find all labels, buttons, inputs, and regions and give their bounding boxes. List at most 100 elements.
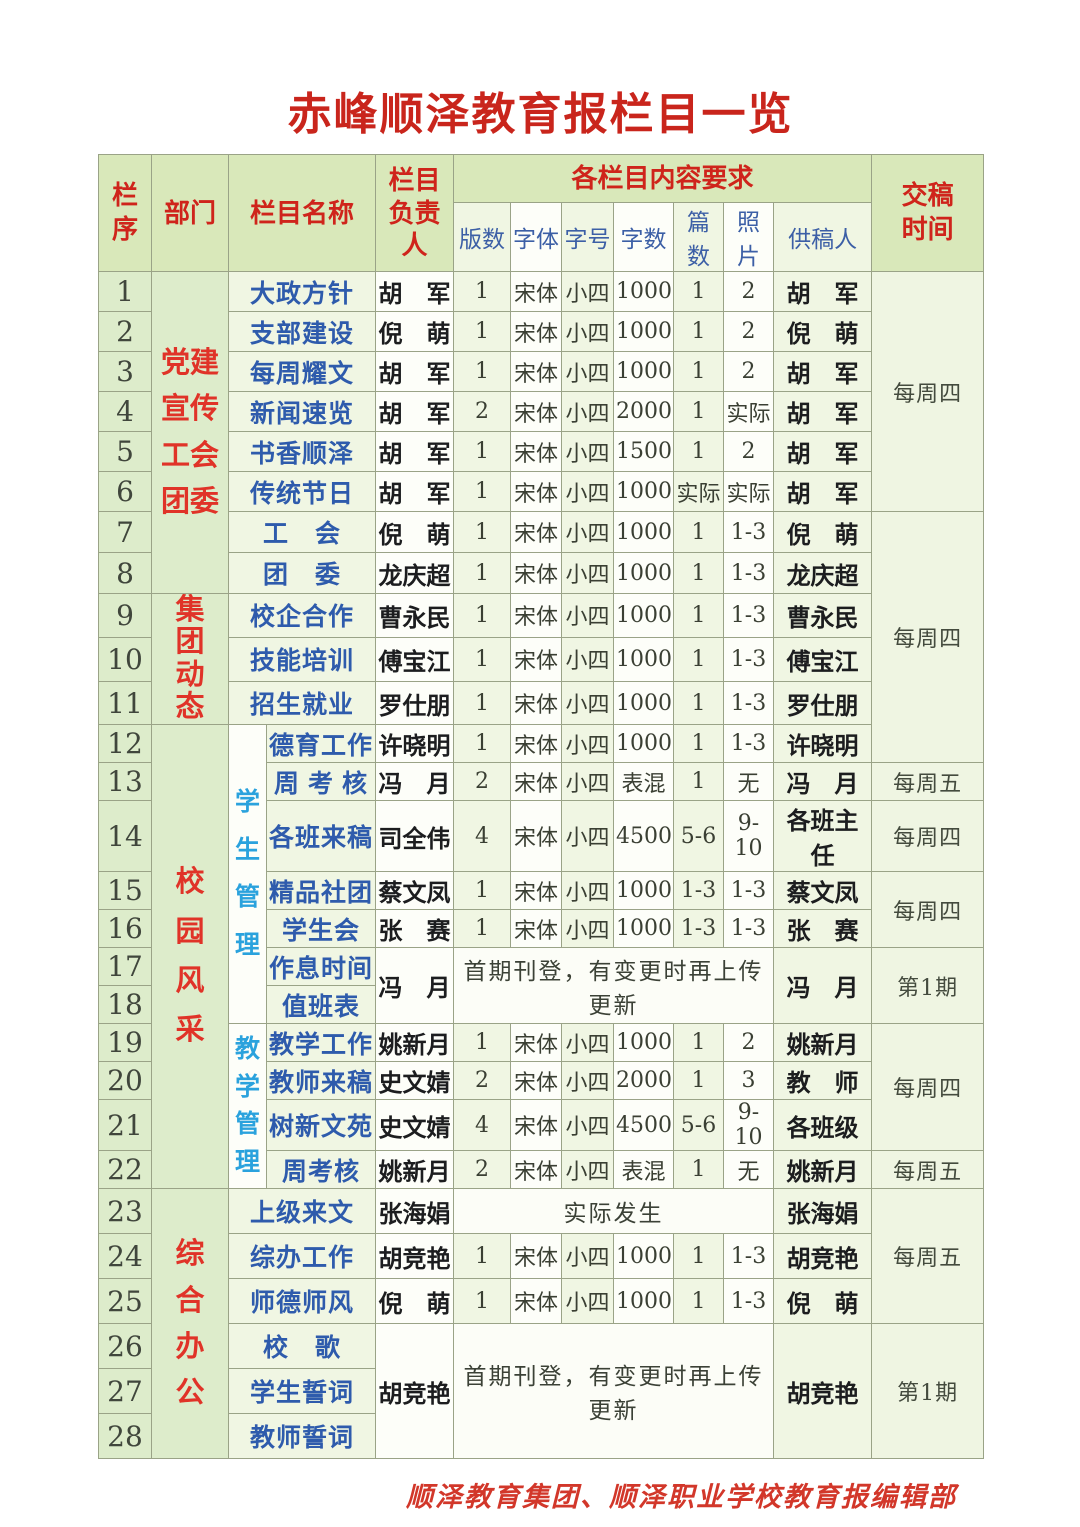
- supplier-cell: 冯 月: [773, 762, 873, 802]
- supplier-cell: 胡竞艳: [773, 1233, 873, 1280]
- subgroup-label: 教学管理: [234, 1035, 260, 1176]
- owner-cell: 司全伟: [375, 800, 455, 873]
- photos-cell: 1-3: [723, 909, 775, 949]
- row-number-cell: 17: [98, 947, 152, 987]
- photos-cell: 1-3: [723, 636, 775, 682]
- words-cell: 1000: [613, 636, 675, 682]
- size-cell: 小四: [561, 1150, 615, 1190]
- header-dept: 部门: [151, 154, 229, 272]
- owner-cell: 罗仕朋: [375, 680, 455, 726]
- row-number-cell: 11: [98, 680, 152, 726]
- photos-cell: 1-3: [723, 871, 775, 911]
- header-owner-line2: 负责人: [388, 197, 441, 261]
- header-row-1: 栏序 部门 栏目名称 栏目 负责人 各栏目内容要求 交稿时间: [98, 154, 985, 272]
- note-cell: 首期刊登，有变更时再上传更新: [453, 947, 775, 1025]
- column-name-cell: 各班来稿: [265, 800, 377, 873]
- pages-cell: 1: [453, 636, 512, 682]
- column-name-cell: 值班表: [265, 985, 377, 1025]
- owner-cell: 倪 萌: [375, 511, 455, 553]
- note-cell: 实际发生: [453, 1188, 775, 1235]
- column-name-cell: 树新文苑: [265, 1099, 377, 1152]
- pages-cell: 4: [453, 800, 512, 873]
- deadline-cell: 每周四: [871, 510, 985, 764]
- font-cell: 宋体: [510, 800, 563, 873]
- size-cell: 小四: [561, 680, 615, 726]
- size-cell: 小四: [561, 636, 615, 682]
- pages-cell: 1: [453, 431, 512, 472]
- size-cell: 小四: [561, 1023, 615, 1063]
- row-number-cell: 2: [98, 311, 152, 352]
- size-cell: 小四: [561, 1061, 615, 1101]
- photos-cell: 无: [723, 762, 775, 802]
- size-cell: 小四: [561, 311, 615, 352]
- font-cell: 宋体: [510, 271, 563, 312]
- column-name-cell: 传统节日: [227, 471, 377, 512]
- owner-cell: 倪 萌: [375, 311, 455, 352]
- size-cell: 小四: [561, 909, 615, 949]
- row-number-cell: 9: [98, 593, 152, 638]
- row-number-cell: 5: [98, 431, 152, 472]
- pieces-cell: 1: [673, 1023, 725, 1063]
- owner-cell: 姚新月: [375, 1023, 455, 1063]
- photos-cell: 2: [723, 351, 775, 392]
- column-name-cell: 团 委: [227, 552, 377, 594]
- pages-cell: 1: [453, 311, 512, 352]
- pages-cell: 1: [453, 471, 512, 512]
- row-number-cell: 23: [98, 1188, 152, 1235]
- photos-cell: 1-3: [723, 1233, 775, 1280]
- header-order-label: 栏序: [111, 180, 138, 244]
- photos-cell: 实际: [723, 391, 775, 432]
- header-content-requirements: 各栏目内容要求: [453, 154, 873, 203]
- photos-cell: 9-10: [723, 800, 775, 873]
- subgroup-cell: 教学管理: [228, 1023, 267, 1190]
- words-cell: 1000: [613, 1278, 675, 1325]
- size-cell: 小四: [561, 471, 615, 512]
- photos-cell: 2: [723, 1023, 775, 1063]
- row-number-cell: 8: [98, 552, 152, 594]
- table-row: 18 值班表: [98, 985, 984, 1025]
- font-cell: 宋体: [510, 871, 563, 911]
- words-cell: 1000: [613, 1233, 675, 1280]
- table-row: 5 书香顺泽 胡 军 1 宋体 小四 1500 1 2 胡 军: [98, 431, 984, 472]
- font-cell: 宋体: [510, 636, 563, 682]
- table-row: 3 每周耀文 胡 军 1 宋体 小四 1000 1 2 胡 军: [98, 351, 984, 392]
- header-row-2: 版数 字体 字号 字数 篇数 照片 供稿人: [99, 202, 984, 272]
- pages-cell: 2: [453, 1061, 512, 1101]
- row-number-cell: 19: [98, 1023, 152, 1063]
- pieces-cell: 1: [673, 1278, 725, 1325]
- deadline-cell: 每周五: [871, 1188, 985, 1325]
- words-cell: 1000: [613, 909, 675, 949]
- font-cell: 宋体: [510, 909, 563, 949]
- table-row: 8 团 委 龙庆超 1 宋体 小四 1000 1 1-3 龙庆超: [98, 552, 984, 594]
- size-cell: 小四: [561, 762, 615, 802]
- owner-cell: 蔡文凤: [375, 871, 455, 911]
- column-name-cell: 学生会: [265, 909, 377, 949]
- table-row: 11 招生就业 罗仕朋 1 宋体 小四 1000 1 1-3 罗仕朋: [98, 680, 984, 726]
- department-cell: 集团动态: [151, 592, 229, 726]
- words-cell: 2000: [613, 1061, 675, 1101]
- row-number-cell: 22: [98, 1150, 152, 1190]
- row-number-cell: 10: [98, 636, 152, 682]
- owner-cell: 胡 军: [375, 391, 455, 432]
- words-cell: 4500: [613, 800, 675, 873]
- supplier-cell: 蔡文凤: [773, 871, 873, 911]
- words-cell: 1000: [613, 351, 675, 392]
- supplier-cell: 胡 军: [773, 431, 873, 472]
- table-row: 26 校 歌 胡竞艳 首期刊登，有变更时再上传更新 胡竞艳 第1期: [98, 1323, 985, 1460]
- font-cell: 宋体: [510, 680, 563, 726]
- pieces-cell: 5-6: [673, 800, 725, 873]
- size-cell: 小四: [561, 593, 615, 638]
- pages-cell: 1: [453, 909, 512, 949]
- table-row: 4 新闻速览 胡 军 2 宋体 小四 2000 1 实际 胡 军: [98, 391, 984, 432]
- words-cell: 1000: [613, 1023, 675, 1063]
- photos-cell: 1-3: [723, 552, 775, 594]
- owner-cell: 胡 军: [375, 431, 455, 472]
- pieces-cell: 1: [673, 511, 725, 553]
- table-row: 20 教师来稿 史文婧 2 宋体 小四 2000 1 3 教 师: [98, 1061, 984, 1101]
- table-row: 21 树新文苑 史文婧 4 宋体 小四 4500 5-6 9-10 各班级: [98, 1099, 984, 1152]
- pieces-cell: 1: [673, 593, 725, 638]
- supplier-cell: 姚新月: [773, 1023, 873, 1063]
- deadline-cell: 每周五: [871, 762, 985, 802]
- supplier-cell: 胡 军: [773, 351, 873, 392]
- table-row: 6 传统节日 胡 军 1 宋体 小四 1000 实际 实际 胡 军: [98, 471, 984, 512]
